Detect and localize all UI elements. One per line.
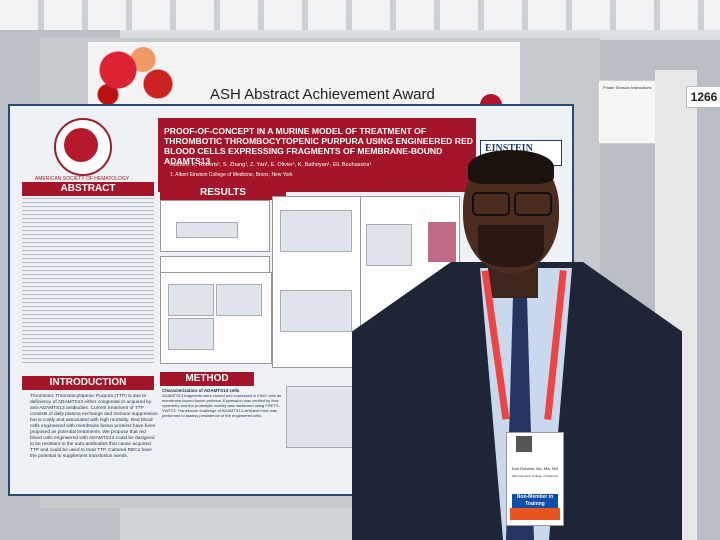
results-blots (280, 290, 352, 332)
flow-plot-2 (216, 284, 262, 316)
flow-plot-3 (168, 318, 214, 350)
method-diagram (286, 386, 354, 448)
method-subheading: Characterization of ADAMTS13 cells (162, 388, 240, 393)
results-graph (280, 210, 352, 252)
person-hair (468, 150, 554, 184)
badge-organization: Albert Einstein College of Medicine (511, 474, 559, 478)
instruction-sign-title: Poster Session Instructions (603, 85, 652, 90)
flow-plot-1 (168, 284, 214, 316)
society-name: AMERICAN SOCIETY OF HEMATOLOGY (34, 176, 130, 182)
microscopy-image (428, 222, 456, 262)
glasses-left-lens (472, 192, 510, 216)
poster-affiliation: 1. Albert Einstein College of Medicine, … (170, 172, 293, 178)
badge-name: Karl Roberts, BA, MA, MS (511, 466, 559, 471)
results-header: RESULTS (160, 186, 286, 200)
person-beard (478, 225, 544, 267)
poster-title: PROOF-OF-CONCEPT IN A MURINE MODEL OF TR… (164, 126, 473, 166)
instruction-sign: Poster Session Instructions (598, 80, 658, 144)
method-text: ADAMTS13 fragments were cloned and expre… (162, 393, 282, 418)
ceiling-lights (0, 0, 720, 30)
method-header: METHOD (160, 372, 254, 386)
poster-authors: Authors: K. Roberts¹, S. Zhang¹, Z. Yan¹… (170, 162, 372, 168)
bar-chart-figure (366, 224, 412, 266)
badge-tab (510, 508, 560, 520)
method-column: Characterization of ADAMTS13 cells ADAMT… (162, 388, 282, 480)
glasses-right-lens (514, 192, 552, 216)
abstract-text (22, 198, 154, 364)
blood-cells-art (88, 42, 188, 112)
poster-title-box (158, 118, 476, 192)
booth-number: 1266 (686, 86, 720, 108)
badge-category: Non-Member in Training (512, 494, 558, 508)
blood-drop-icon (64, 128, 98, 162)
einstein-name: EINSTEIN (485, 143, 533, 154)
award-title: ASH Abstract Achievement Award (210, 86, 435, 103)
abstract-header: ABSTRACT (22, 182, 154, 196)
qr-code-icon (516, 436, 532, 452)
introduction-text: Thrombotic Thrombocytopenic Purpura (TTP… (30, 394, 158, 459)
results-figure-1 (176, 222, 238, 238)
introduction-header: INTRODUCTION (22, 376, 154, 390)
